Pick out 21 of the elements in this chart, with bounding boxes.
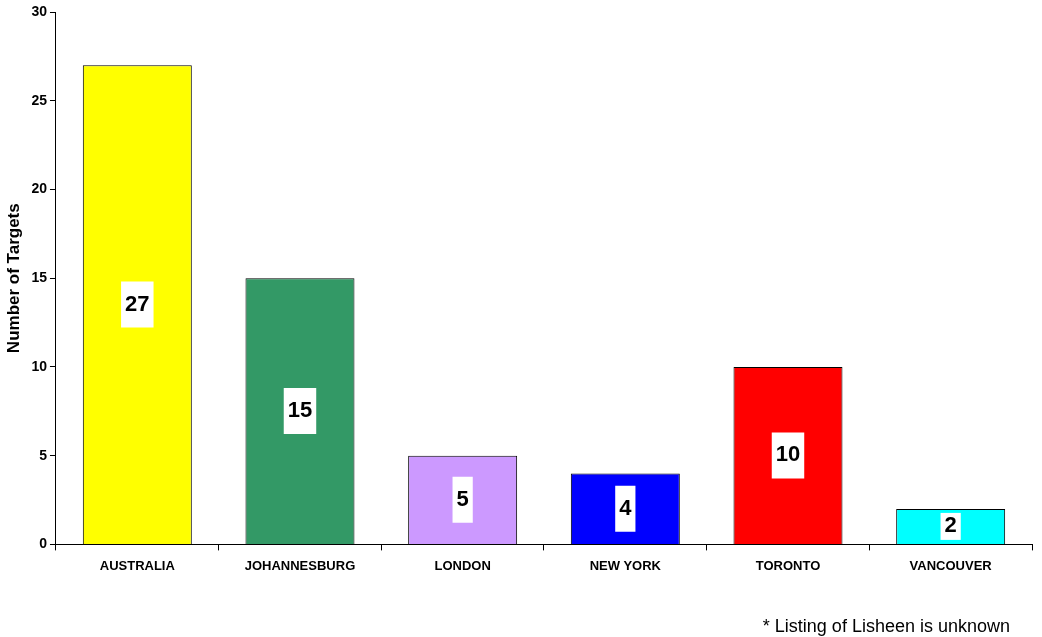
- x-tick-label: VANCOUVER: [909, 557, 993, 573]
- text: * Listing of Lisheen is unknown: [762, 616, 1010, 636]
- data-label: 2: [944, 512, 957, 538]
- data-label: 10: [775, 441, 801, 467]
- x-tick-label: JOHANNESBURG: [244, 557, 356, 573]
- y-tick-label: 0: [39, 535, 48, 552]
- data-label: 27: [125, 290, 150, 316]
- x-tick-label: TORONTO: [755, 557, 821, 573]
- data-label: 15: [287, 397, 313, 423]
- y-tick-label: 20: [31, 180, 48, 197]
- x-tick-label: NEW YORK: [589, 557, 662, 573]
- y-tick-label: 30: [31, 2, 48, 19]
- y-tick-label: 15: [31, 269, 48, 286]
- data-label: 4: [619, 494, 633, 520]
- y-tick-label: 10: [31, 357, 48, 374]
- y-tick-label: 25: [31, 91, 48, 108]
- y-tick-label: 5: [39, 446, 48, 463]
- y-axis-title: Number of Targets: [3, 203, 23, 354]
- x-tick-label: LONDON: [434, 557, 491, 573]
- data-label: 5: [456, 485, 469, 511]
- x-tick-label: AUSTRALIA: [99, 557, 176, 573]
